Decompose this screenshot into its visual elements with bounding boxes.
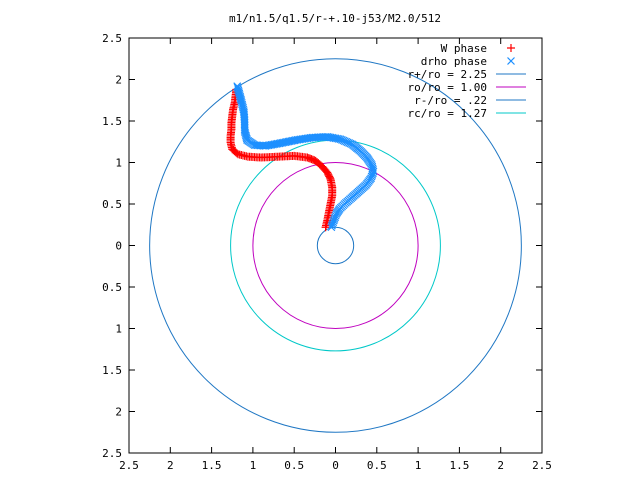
drho-phase-point xyxy=(234,86,243,95)
x-tick-label: 1.5 xyxy=(449,459,469,472)
y-tick-label: 2.5 xyxy=(102,32,122,45)
y-tick-label: 0 xyxy=(115,240,122,253)
reference-circles xyxy=(149,58,522,433)
x-tick-label: 2.5 xyxy=(532,459,552,472)
circle-series xyxy=(316,226,355,265)
legend-label: r-/ro = .22 xyxy=(414,94,487,107)
x-tick-label: 0 xyxy=(332,459,339,472)
phase-markers xyxy=(226,82,378,232)
y-tick-label: 2 xyxy=(115,74,122,87)
legend-label: r+/ro = 2.25 xyxy=(408,68,487,81)
x-tick-label: 2.5 xyxy=(119,459,139,472)
circle-series xyxy=(149,58,522,433)
y-tick-label: 1 xyxy=(115,157,122,170)
y-tick-label: 1.5 xyxy=(102,115,122,128)
y-tick-label: 2.5 xyxy=(102,447,122,460)
y-tick-label: 0.5 xyxy=(102,281,122,294)
x-tick-label: 2 xyxy=(497,459,504,472)
y-tick-label: 1.5 xyxy=(102,364,122,377)
y-tick-label: 0.5 xyxy=(102,198,122,211)
axis-ticks: 2.5 2 1.5 1 0.5 0 0.5 1 1.5 2 2.52.521.510.500.511… xyxy=(102,32,552,472)
y-tick-label: 2 xyxy=(115,406,122,419)
legend-symbol xyxy=(507,44,515,52)
x-tick-label: 1 xyxy=(250,459,257,472)
x-tick-label: 0.5 xyxy=(367,459,387,472)
circle-series xyxy=(230,139,441,352)
drho-phase-point xyxy=(233,83,242,92)
x-tick-label: 0.5 xyxy=(284,459,304,472)
drho-phase-point xyxy=(234,85,242,93)
legend-symbol xyxy=(507,57,515,65)
chart-title: m1/n1.5/q1.5/r-+.10-j53/M2.0/512 xyxy=(229,12,441,25)
y-tick-label: 1 xyxy=(115,323,122,336)
legend-label: drho phase xyxy=(421,55,487,68)
legend-label: rc/ro = 1.27 xyxy=(408,107,487,120)
drho-phase-point xyxy=(234,88,243,96)
legend-label: ro/ro = 1.00 xyxy=(408,81,487,94)
drho-phase-point xyxy=(233,82,242,91)
x-tick-label: 1.5 xyxy=(202,459,222,472)
drho-phase-point xyxy=(235,89,244,98)
x-tick-label: 1 xyxy=(415,459,422,472)
circle-series xyxy=(252,162,419,329)
drho-phase-point xyxy=(252,141,261,150)
x-tick-label: 2 xyxy=(167,459,174,472)
legend-label: W phase xyxy=(441,42,487,55)
